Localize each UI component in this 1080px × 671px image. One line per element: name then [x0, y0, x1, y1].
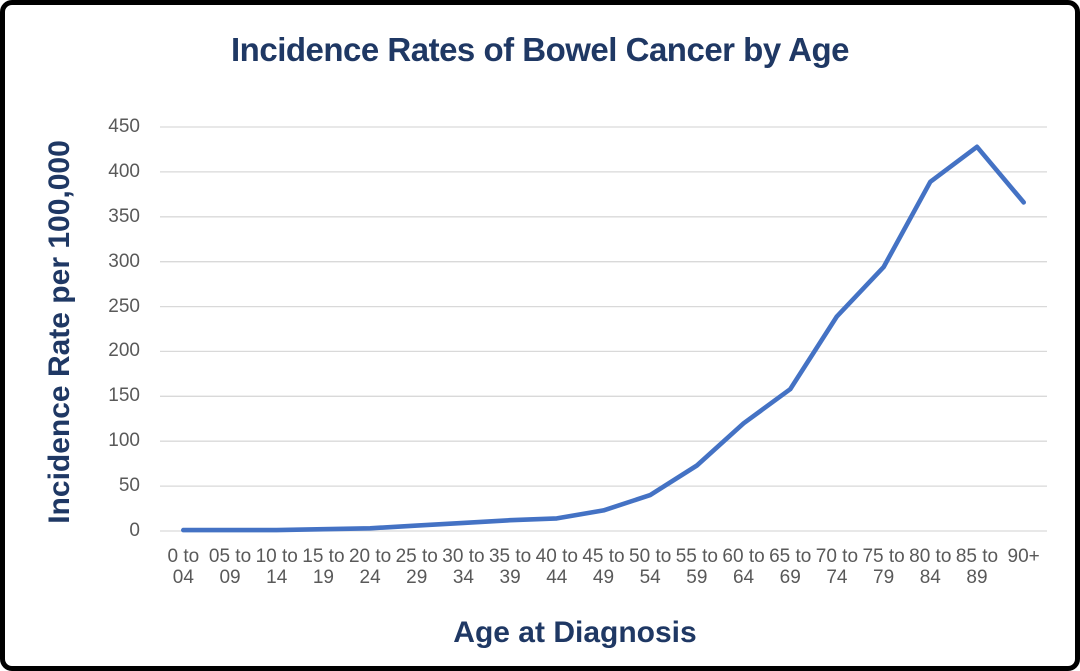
x-tick-label: 85 to 89 — [955, 546, 999, 588]
x-tick-label: 45 to 49 — [582, 546, 625, 588]
x-tick-label: 75 to 79 — [862, 546, 905, 588]
x-tick-label: 65 to 69 — [769, 546, 812, 588]
line-chart-svg — [160, 126, 1047, 533]
y-tick-label: 250 — [108, 295, 140, 317]
x-tick-label: 55 to 59 — [675, 546, 718, 588]
y-tick-label: 200 — [108, 340, 140, 362]
y-tick-label: 0 — [129, 520, 140, 541]
y-tick-label: 300 — [108, 250, 140, 272]
y-tick-label: 350 — [108, 205, 140, 227]
x-tick-label: 80 to 84 — [909, 546, 952, 588]
x-tick-label: 30 to 34 — [442, 546, 485, 588]
x-tick-label: 50 to 54 — [629, 546, 672, 588]
y-tick-label: 150 — [108, 385, 140, 407]
x-tick-label: 35 to 39 — [488, 546, 532, 588]
x-tick-label: 05 to 09 — [208, 546, 252, 588]
chart-title: Incidence Rates of Bowel Cancer by Age — [231, 31, 849, 68]
x-tick-label: 0 to 04 — [167, 546, 200, 588]
x-tick-label: 90+ — [1007, 546, 1040, 567]
x-tick-label: 10 to 14 — [255, 546, 298, 588]
x-tick-label: 70 to 74 — [815, 546, 859, 588]
x-tick-label: 20 to 24 — [348, 546, 392, 588]
y-axis-title: Incidence Rate per 100,000 — [43, 140, 76, 524]
y-tick-label: 100 — [108, 430, 140, 452]
y-tick-label: 400 — [108, 160, 140, 182]
x-tick-label: 25 to 29 — [395, 546, 438, 588]
data-series-line — [181, 144, 1027, 533]
x-tick-label: 15 to 19 — [302, 546, 345, 588]
y-tick-label: 450 — [108, 116, 140, 137]
x-tick-label: 40 to 44 — [535, 546, 578, 588]
x-axis-title: Age at Diagnosis — [453, 616, 697, 649]
y-tick-label: 50 — [118, 475, 140, 497]
x-tick-label: 60 to 64 — [722, 546, 765, 588]
